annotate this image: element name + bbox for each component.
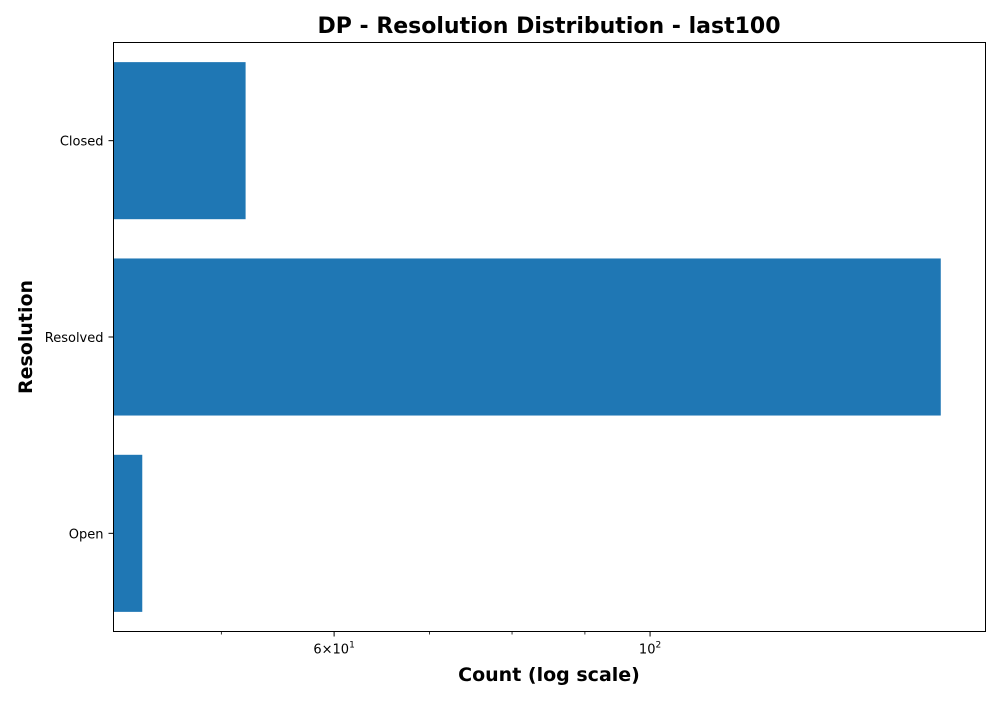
bar-closed [113,62,246,220]
x-tick-label-base: 10 [639,643,656,658]
x-axis-label: Count (log scale) [458,664,640,686]
chart-title: DP - Resolution Distribution - last100 [317,14,780,39]
x-axis-ticks: 6×101 102 [220,631,661,658]
y-tick-label: Closed [60,135,104,150]
y-axis-label: Resolution [15,280,37,394]
x-tick-label: 102 [639,641,661,658]
bar-open [113,454,143,612]
y-axis-ticks: Closed Resolved Open [45,135,114,542]
x-tick-label-exponent: 1 [349,641,355,651]
bars-group [113,62,941,612]
bar-resolved [113,258,941,416]
plot-frame [113,42,986,632]
y-tick-label: Open [69,527,104,542]
x-tick-label-exponent: 2 [655,641,661,651]
y-tick-label: Resolved [45,331,104,346]
x-tick-label: 6×101 [313,641,354,658]
x-tick-label-base: 6×10 [313,643,349,658]
